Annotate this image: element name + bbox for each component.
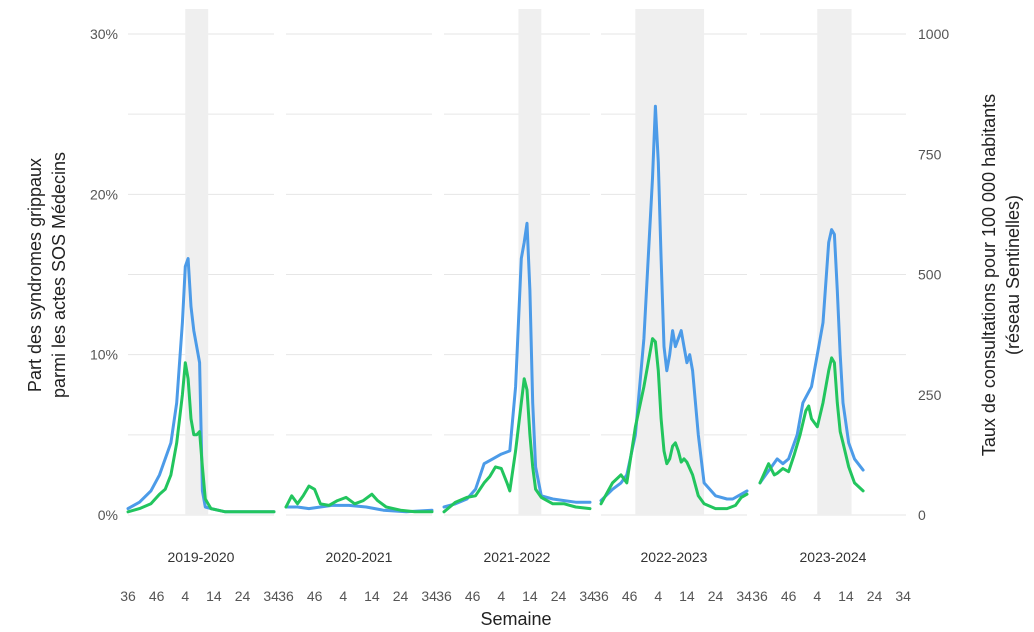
week-tick-label: 24: [393, 588, 409, 604]
week-tick-label: 36: [278, 588, 294, 604]
week-tick-label: 34: [421, 588, 437, 604]
sos-line-2022-2023: [599, 104, 749, 503]
sos-line-2020-2021: [284, 503, 434, 514]
sentinelles-line-2022-2023: [599, 337, 749, 511]
left-tick-label: 30%: [90, 26, 118, 42]
epidemic-period-2022-2023: [635, 9, 705, 515]
week-tick-label: 46: [622, 588, 638, 604]
week-tick-label: 46: [149, 588, 165, 604]
week-tick-label: 24: [708, 588, 724, 604]
right-tick-label: 500: [918, 267, 942, 283]
week-tick-label: 4: [339, 588, 347, 604]
week-tick-label: 46: [307, 588, 323, 604]
sentinelles-line-2019-2020: [126, 361, 276, 514]
series-lines: [126, 104, 865, 514]
week-tick-label: 4: [497, 588, 505, 604]
week-tick-label: 14: [522, 588, 538, 604]
sentinelles-line-2021-2022: [442, 377, 592, 514]
season-label: 2020-2021: [326, 549, 393, 565]
right-axis-title-line-2: (réseau Sentinelles): [1003, 195, 1023, 355]
week-tick-label: 4: [813, 588, 821, 604]
season-label: 2022-2023: [641, 549, 708, 565]
week-tick-label: 4: [181, 588, 189, 604]
season-label: 2021-2022: [484, 549, 551, 565]
left-tick-label: 0%: [98, 507, 118, 523]
week-tick-label: 24: [235, 588, 251, 604]
season-labels: 2019-2020 2020-2021 2021-2022 2022-2023 2023…: [168, 549, 867, 565]
week-tick-label: 24: [867, 588, 883, 604]
week-tick-label: 34: [263, 588, 279, 604]
right-tick-label: 1000: [918, 26, 949, 42]
season-label: 2019-2020: [168, 549, 235, 565]
epidemic-period-2019-2020: [185, 9, 209, 515]
right-tick-label: 0: [918, 507, 926, 523]
right-tick-label: 750: [918, 146, 942, 162]
week-tick-label: 14: [679, 588, 695, 604]
week-tick-label: 34: [736, 588, 752, 604]
left-axis-title-line-2: parmi les actes SOS Médecins: [49, 152, 69, 398]
left-axis-title-line-1: Part des syndromes grippaux: [25, 158, 45, 392]
week-tick-label: 36: [436, 588, 452, 604]
right-axis-title-line-1: Taux de consultations pour 100 000 habit…: [979, 94, 999, 456]
week-tick-label: 4: [654, 588, 662, 604]
week-tick-label: 24: [551, 588, 567, 604]
left-axis-title: Part des syndromes grippaux parmi les ac…: [25, 152, 69, 398]
x-axis-title: Semaine: [480, 609, 551, 629]
left-tick-label: 20%: [90, 186, 118, 202]
right-tick-label: 250: [918, 387, 942, 403]
sos-line-2021-2022: [442, 221, 592, 509]
left-tick-label: 10%: [90, 347, 118, 363]
week-tick-label: 34: [579, 588, 595, 604]
week-tick-label: 34: [895, 588, 911, 604]
week-tick-label: 14: [206, 588, 222, 604]
sos-line-2023-2024: [758, 228, 865, 485]
week-tick-label: 14: [364, 588, 380, 604]
week-tick-label: 36: [752, 588, 768, 604]
right-axis-title: Taux de consultations pour 100 000 habit…: [979, 94, 1023, 456]
sentinelles-line-2020-2021: [284, 484, 434, 514]
right-axis-ticks: 0 250 500 750 1000: [918, 26, 949, 523]
week-tick-label: 46: [781, 588, 797, 604]
left-axis-ticks: 0% 10% 20% 30%: [90, 26, 118, 523]
week-tick-label: 46: [465, 588, 481, 604]
season-label: 2023-2024: [800, 549, 867, 565]
week-tick-label: 14: [838, 588, 854, 604]
sentinelles-line-2023-2024: [758, 356, 865, 493]
week-tick-label: 36: [593, 588, 609, 604]
week-tick-label: 36: [120, 588, 136, 604]
